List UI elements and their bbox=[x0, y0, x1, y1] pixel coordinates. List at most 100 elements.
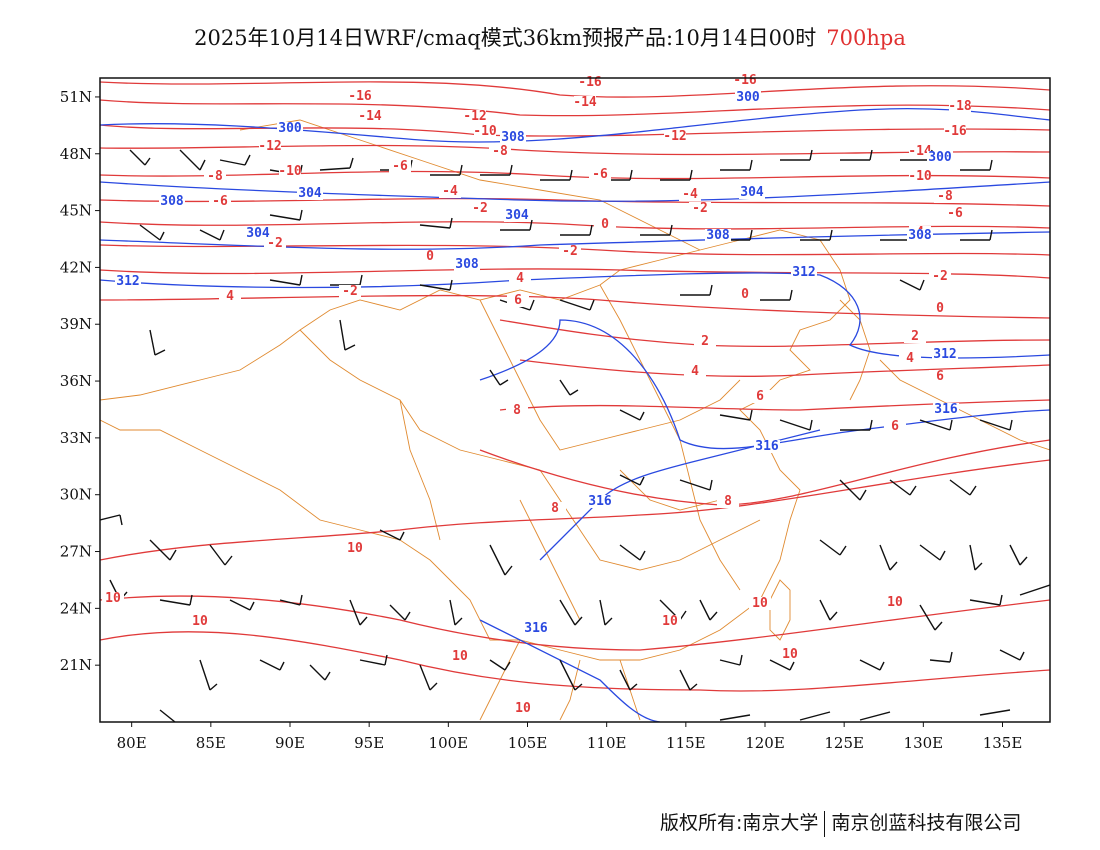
temperature-label-bg bbox=[509, 272, 531, 285]
plot-frame bbox=[99, 77, 1051, 723]
temperature-label-bg bbox=[594, 218, 616, 231]
temperature-label: -2 bbox=[562, 244, 578, 259]
temperature-label-bg bbox=[204, 170, 226, 183]
temperature-label: 0 bbox=[936, 301, 944, 316]
temperature-label: 8 bbox=[724, 494, 732, 509]
footer-separator bbox=[824, 810, 826, 837]
temperature-label-bg bbox=[717, 495, 739, 508]
height-label-bg bbox=[932, 348, 958, 361]
temperature-label-bg bbox=[749, 390, 771, 403]
height-label-bg bbox=[277, 122, 303, 135]
temperature-label: -12 bbox=[663, 129, 686, 144]
height-label-bg bbox=[791, 266, 817, 279]
lon-tick-label: 105E bbox=[508, 734, 548, 752]
temperature-label-bg bbox=[344, 542, 366, 555]
temperature-label: 10 bbox=[105, 591, 121, 606]
height-label: 308 bbox=[455, 257, 479, 272]
temperature-label-bg bbox=[209, 195, 231, 208]
height-label: 312 bbox=[792, 265, 815, 280]
height-label-bg bbox=[297, 187, 323, 200]
height-label: 308 bbox=[908, 228, 932, 243]
lon-tick-label: 120E bbox=[745, 734, 785, 752]
temperature-label-bg bbox=[579, 76, 601, 89]
height-label-bg bbox=[754, 440, 780, 453]
height-label-bg bbox=[907, 229, 933, 242]
temperature-label-bg bbox=[929, 270, 951, 283]
lon-tick-label: 100E bbox=[429, 734, 469, 752]
temperature-label: -8 bbox=[492, 144, 508, 159]
temperature-label-bg bbox=[899, 352, 921, 365]
temperature-label: 0 bbox=[601, 217, 609, 232]
province-lines-3 bbox=[599, 284, 741, 591]
height-label: 316 bbox=[588, 494, 612, 509]
temperature-label-bg bbox=[264, 237, 286, 250]
height-label: 308 bbox=[706, 228, 730, 243]
temperature-label-bg bbox=[259, 140, 281, 153]
temperature-label-bg bbox=[734, 288, 756, 301]
lat-tick-label: 21N bbox=[60, 656, 92, 674]
temperature-label: -4 bbox=[682, 187, 698, 202]
temperature-label-bg bbox=[102, 592, 124, 605]
height-label-bg bbox=[115, 275, 141, 288]
temperature-label: -10 bbox=[473, 124, 497, 139]
lon-tick-label: 90E bbox=[275, 734, 305, 752]
temperature-label-bg bbox=[684, 365, 706, 378]
height-label: 300 bbox=[278, 121, 302, 136]
temperature-label: 10 bbox=[752, 596, 768, 611]
temperature-label-bg bbox=[449, 650, 471, 663]
temperature-label-bg bbox=[389, 160, 411, 173]
height-label: 308 bbox=[501, 130, 525, 145]
height-contours bbox=[100, 108, 1050, 722]
temperature-label: -4 bbox=[442, 184, 458, 199]
height-label: 316 bbox=[755, 439, 779, 454]
temperature-label: -2 bbox=[472, 201, 488, 216]
temperature-label-bg bbox=[679, 188, 701, 201]
temperature-label: 8 bbox=[513, 403, 521, 418]
temperature-label: -16 bbox=[943, 124, 967, 139]
height-label-bg bbox=[705, 229, 731, 242]
lat-tick-label: 24N bbox=[60, 599, 92, 617]
temperature-label-bg bbox=[506, 404, 528, 417]
temperature-label-bg bbox=[339, 285, 361, 298]
height-label-bg bbox=[454, 258, 480, 271]
temperature-label: 2 bbox=[911, 329, 919, 344]
temperature-label-bg bbox=[929, 370, 951, 383]
lat-tick-label: 27N bbox=[60, 543, 92, 561]
taiwan-coast bbox=[769, 579, 791, 641]
temperature-label-bg bbox=[512, 702, 534, 715]
temperature-label: 10 bbox=[515, 701, 531, 716]
temperature-label-bg bbox=[944, 125, 966, 138]
temperature-label: -8 bbox=[207, 169, 223, 184]
temperature-label-bg bbox=[929, 302, 951, 315]
height-label: 312 bbox=[933, 347, 956, 362]
height-label-bg bbox=[159, 195, 185, 208]
temperature-label-bg bbox=[909, 145, 931, 158]
temperature-label-bg bbox=[219, 290, 241, 303]
temperature-label-bg bbox=[419, 250, 441, 263]
temperature-label: -16 bbox=[348, 89, 372, 104]
map-title: 2025年10月14日WRF/cmaq模式36km预报产品:10月14日00时 7… bbox=[0, 22, 1100, 52]
height-label: 304 bbox=[246, 226, 270, 241]
temperature-label-bg bbox=[664, 130, 686, 143]
height-label-bg bbox=[504, 209, 530, 222]
temperature-label: 6 bbox=[756, 389, 764, 404]
lon-axis: 80E 85E 90E 95E 100E 105E 110E 115E 120E 125E 130E… bbox=[117, 734, 1023, 752]
height-label-bg bbox=[245, 227, 271, 240]
height-labels: 300 308 300 300 308 304 304 304 304 308 308 308 312 3… bbox=[115, 90, 959, 636]
height-label: 312 bbox=[116, 274, 139, 289]
temperature-label: -2 bbox=[932, 269, 948, 284]
temperature-label-bg bbox=[469, 202, 491, 215]
temperature-label: -12 bbox=[258, 139, 281, 154]
temperature-label: 6 bbox=[891, 419, 899, 434]
temperature-label: -10 bbox=[908, 169, 932, 184]
lat-axis: 21N 24N 27N 30N 33N 36N 39N 42N 45N 48N 51N bbox=[60, 88, 92, 674]
temperature-label-bg bbox=[589, 168, 611, 181]
lat-tick-label: 36N bbox=[60, 372, 92, 390]
boundary-layer bbox=[100, 119, 1050, 721]
height-label-bg bbox=[587, 495, 613, 508]
height-label: 300 bbox=[736, 90, 760, 105]
temperature-label: 0 bbox=[426, 249, 434, 264]
temperature-label: 10 bbox=[782, 647, 798, 662]
temperature-label-bg bbox=[884, 420, 906, 433]
lat-tick-label: 45N bbox=[60, 202, 92, 220]
